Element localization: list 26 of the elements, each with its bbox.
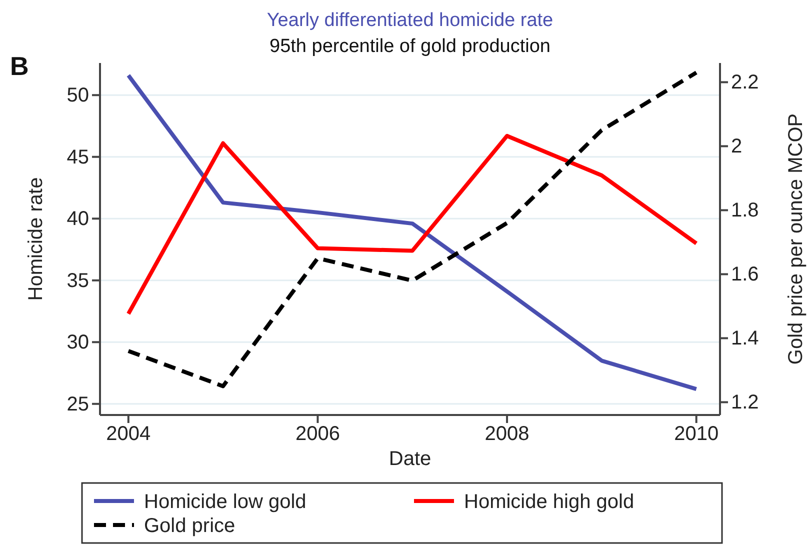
y-tick-label: 40 [66, 208, 89, 230]
legend-label: Gold price [144, 515, 236, 537]
y2-tick-label: 2.2 [731, 72, 759, 94]
y2-tick-label: 1.8 [731, 200, 759, 222]
x-tick-label: 2006 [295, 423, 340, 446]
y2-tick-label: 1.6 [731, 264, 759, 286]
y-tick-label: 25 [66, 393, 89, 416]
y-tick-label: 35 [66, 270, 89, 292]
y-tick-label: 50 [66, 84, 89, 107]
y-tick-label: 45 [66, 146, 89, 168]
line-series [126, 134, 698, 316]
legend-label: Homicide high gold [464, 491, 634, 513]
x-axis-title: Date [388, 448, 432, 470]
y2-tick-label: 1.4 [731, 328, 759, 350]
y2-tick-label: 1.2 [731, 392, 759, 414]
y2-axis-title: Gold price per ounce MCOP [785, 113, 807, 365]
y2-tick-label: 2 [731, 136, 742, 158]
x-tick-label: 2004 [106, 423, 151, 446]
chart-title: Yearly differentiated homicide rate [266, 10, 554, 31]
chart-subtitle: 95th percentile of gold production [270, 36, 550, 57]
x-tick-label: 2010 [674, 423, 719, 446]
legend-label: Homicide low gold [144, 491, 306, 513]
y-axis-title: Homicide rate [25, 177, 47, 301]
text: B [10, 51, 29, 81]
y-tick-label: 30 [66, 332, 89, 354]
x-tick-label: 2008 [484, 423, 530, 446]
